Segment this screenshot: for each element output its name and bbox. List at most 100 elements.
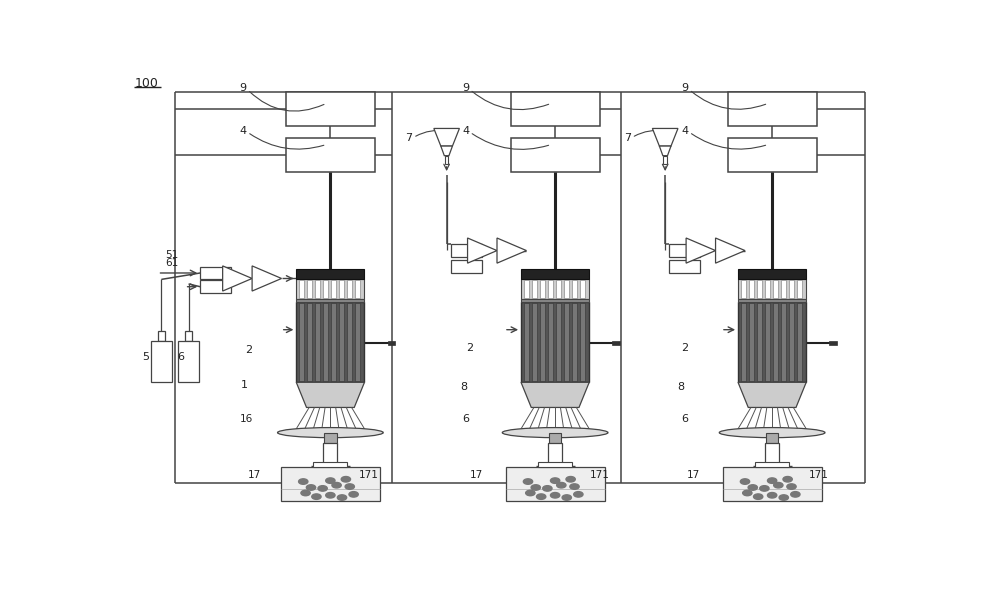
Text: 4: 4 xyxy=(462,126,469,136)
Bar xyxy=(781,280,786,298)
Circle shape xyxy=(557,482,566,488)
Bar xyxy=(728,138,817,172)
Bar xyxy=(548,303,553,381)
Bar xyxy=(200,280,231,293)
Bar xyxy=(556,280,561,298)
Bar xyxy=(511,92,600,126)
Bar xyxy=(540,280,545,298)
Polygon shape xyxy=(468,238,497,263)
Text: 17: 17 xyxy=(687,470,700,480)
Bar xyxy=(331,280,336,298)
Circle shape xyxy=(562,495,571,500)
Text: 6: 6 xyxy=(462,414,469,424)
Bar xyxy=(286,92,375,126)
Bar xyxy=(564,280,569,298)
Text: 171: 171 xyxy=(359,470,379,480)
Bar xyxy=(765,303,770,381)
Bar xyxy=(347,280,352,298)
Bar xyxy=(738,269,806,279)
Bar xyxy=(323,303,328,381)
Circle shape xyxy=(550,478,560,484)
Bar xyxy=(738,299,806,302)
Text: 16: 16 xyxy=(240,414,253,424)
Circle shape xyxy=(574,492,583,497)
Bar xyxy=(773,303,778,381)
Polygon shape xyxy=(659,146,671,156)
Circle shape xyxy=(312,494,321,500)
Bar xyxy=(757,303,762,381)
Bar xyxy=(307,280,312,298)
Bar xyxy=(749,280,754,298)
Bar xyxy=(741,280,746,298)
Bar xyxy=(521,302,589,383)
Bar xyxy=(797,280,802,298)
Bar xyxy=(296,269,364,279)
Bar xyxy=(450,244,482,257)
Polygon shape xyxy=(223,266,252,291)
Bar xyxy=(781,303,786,381)
Bar xyxy=(738,279,806,299)
Bar xyxy=(669,244,700,257)
Bar xyxy=(738,302,806,383)
Bar xyxy=(829,341,837,345)
Bar xyxy=(757,280,762,298)
Ellipse shape xyxy=(278,428,383,438)
Circle shape xyxy=(767,492,777,498)
Circle shape xyxy=(349,492,358,497)
Circle shape xyxy=(326,478,335,484)
Text: 2: 2 xyxy=(245,345,252,355)
Text: 8: 8 xyxy=(461,382,468,392)
Bar xyxy=(741,303,746,381)
Text: 6: 6 xyxy=(681,414,688,424)
Circle shape xyxy=(740,479,750,484)
Bar xyxy=(200,267,231,279)
Circle shape xyxy=(566,476,575,482)
Text: 171: 171 xyxy=(809,470,828,480)
Bar xyxy=(538,462,572,467)
Text: 2: 2 xyxy=(681,343,689,353)
Circle shape xyxy=(767,478,777,484)
Bar xyxy=(450,260,482,273)
Bar xyxy=(307,303,312,381)
Bar xyxy=(728,92,817,126)
Circle shape xyxy=(299,479,308,484)
Bar xyxy=(388,341,395,345)
Ellipse shape xyxy=(719,428,825,438)
Circle shape xyxy=(783,476,792,482)
Bar xyxy=(521,299,589,302)
Bar xyxy=(178,341,199,383)
Bar xyxy=(296,302,364,383)
Circle shape xyxy=(748,485,757,490)
Bar xyxy=(612,341,620,345)
Bar xyxy=(355,280,360,298)
Bar xyxy=(315,280,320,298)
Bar xyxy=(347,303,352,381)
Bar xyxy=(296,279,364,299)
Bar xyxy=(773,280,778,298)
Bar xyxy=(299,303,304,381)
Circle shape xyxy=(743,490,752,496)
Text: 9: 9 xyxy=(240,83,247,93)
Circle shape xyxy=(526,490,535,496)
Bar xyxy=(797,303,802,381)
Text: 61: 61 xyxy=(165,258,179,268)
Circle shape xyxy=(787,484,796,489)
Text: 1: 1 xyxy=(241,380,248,390)
Bar xyxy=(549,432,561,444)
Bar xyxy=(521,279,589,299)
Bar xyxy=(151,341,172,383)
Polygon shape xyxy=(497,238,526,263)
Circle shape xyxy=(543,486,552,491)
Bar xyxy=(580,303,585,381)
Bar xyxy=(548,443,562,465)
Bar xyxy=(524,280,529,298)
Polygon shape xyxy=(716,238,745,263)
Bar xyxy=(323,280,328,298)
Bar xyxy=(572,303,577,381)
Bar xyxy=(540,303,545,381)
Text: 5: 5 xyxy=(142,352,149,362)
Bar xyxy=(339,280,344,298)
Bar xyxy=(669,260,700,273)
Bar xyxy=(532,303,537,381)
Circle shape xyxy=(345,484,354,489)
